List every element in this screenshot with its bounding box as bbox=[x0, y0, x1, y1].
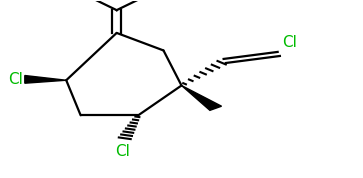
Text: Cl: Cl bbox=[282, 35, 297, 50]
Polygon shape bbox=[182, 85, 221, 110]
Text: Cl: Cl bbox=[8, 72, 23, 87]
Polygon shape bbox=[25, 75, 66, 83]
Text: Cl: Cl bbox=[115, 144, 130, 159]
